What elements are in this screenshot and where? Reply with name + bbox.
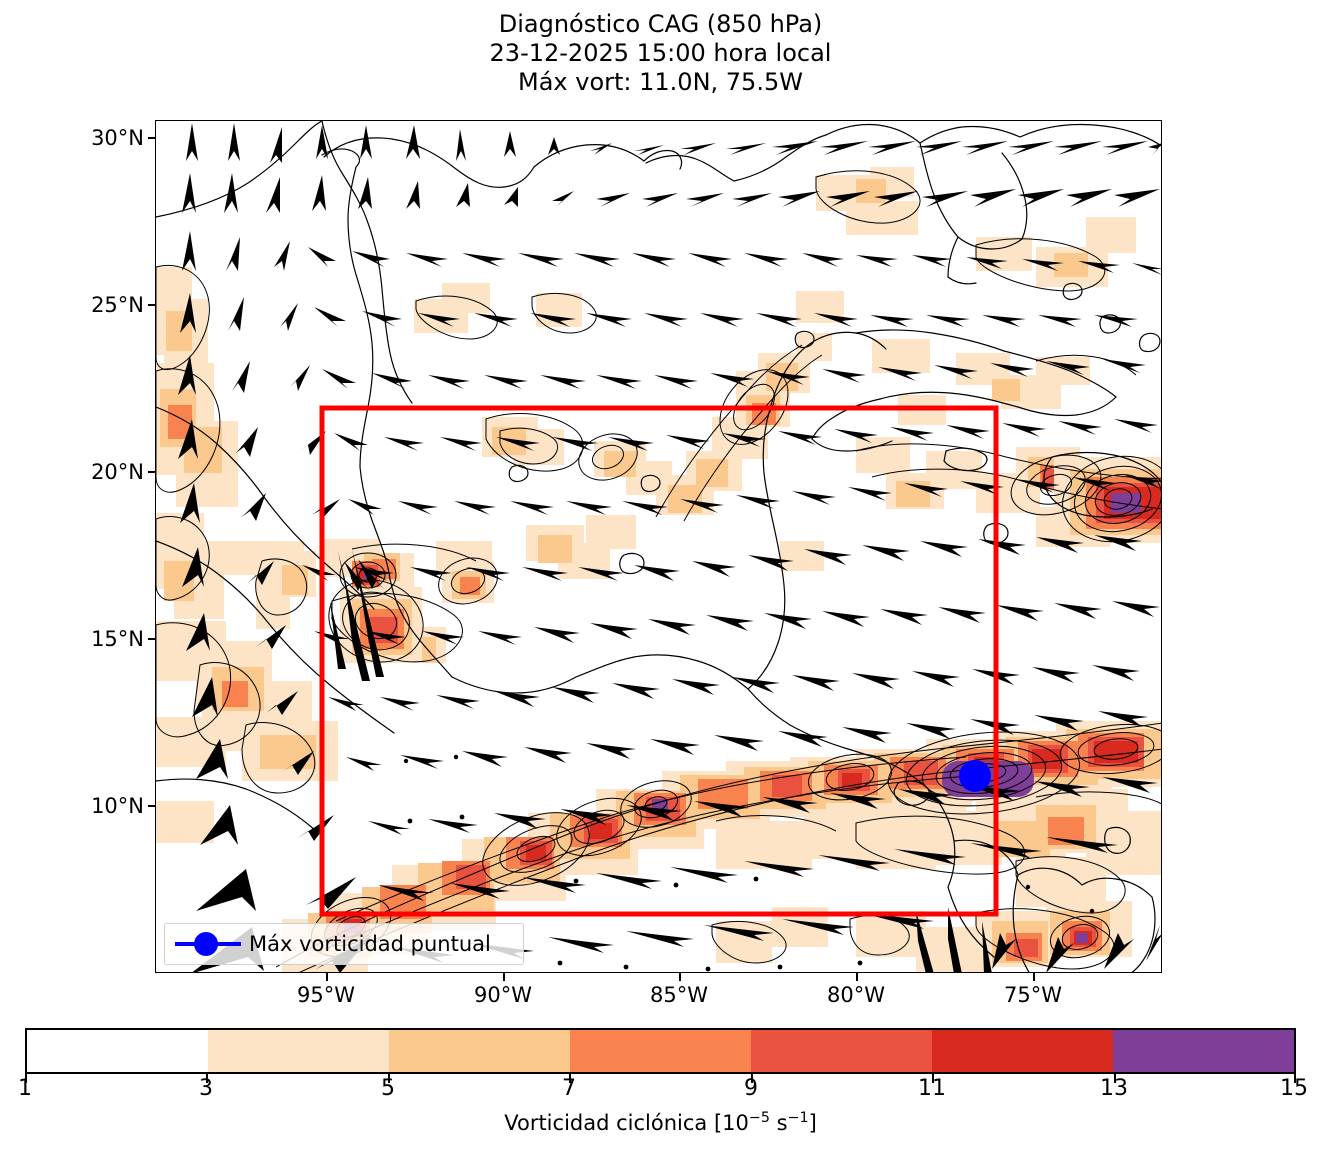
colorbar-label-1: 1 [18,1076,32,1101]
colorbar-label-13: 13 [1100,1076,1128,1101]
xtick-label-95W: 95°W [297,983,355,1007]
ytick-label-20N: 20°N [91,460,144,484]
xtick-label-90W: 90°W [474,983,532,1007]
colorbar-label-9: 9 [744,1076,758,1101]
colorbar-tick [388,1074,390,1083]
colorbar-segment-1 [27,1030,208,1072]
xtick-mark [856,973,858,981]
colorbar-tick [25,1074,27,1083]
colorbar-title-tail: s [769,1111,788,1135]
colorbar-tick [1294,1074,1296,1083]
colorbar[interactable] [25,1028,1296,1083]
xtick-mark [1033,973,1035,981]
colorbar-title-bracket: ] [808,1111,817,1135]
vorticity-contours [156,170,1161,972]
ytick-label-10N: 10°N [91,794,144,818]
colorbar-tick [751,1074,753,1083]
ytick-mark [148,471,156,473]
ytick-mark [148,638,156,640]
colorbar-tick [569,1074,571,1083]
colorbar-label-11: 11 [918,1076,946,1101]
map-plot-area[interactable] [155,120,1162,973]
colorbar-segment-7 [1113,1030,1294,1072]
legend-label: Máx vorticidad puntual [249,932,491,956]
chart-title: Diagnóstico CAG (850 hPa) 23-12-2025 15:… [0,10,1321,97]
ytick-mark [148,805,156,807]
ytick-mark [148,137,156,139]
max-vorticity-marker[interactable] [959,760,991,792]
ytick-label-25N: 25°N [91,293,144,317]
vorticity-shading [156,167,1161,972]
colorbar-label-15: 15 [1280,1076,1308,1101]
colorbar-label-7: 7 [562,1076,576,1101]
colorbar-segment-3 [389,1030,570,1072]
colorbar-segment-2 [208,1030,389,1072]
xtick-mark [679,973,681,981]
ytick-mark [148,304,156,306]
colorbar-segment-6 [932,1030,1113,1072]
colorbar-title-exponent-1: −5 [748,1110,770,1126]
colorbar-segment-5 [751,1030,932,1072]
xtick-label-75W: 75°W [1004,983,1062,1007]
max-vorticity-legend-icon [175,932,241,956]
xtick-mark [503,973,505,981]
colorbar-segment-4 [570,1030,751,1072]
colorbar-title-main: Vorticidad ciclónica [10 [504,1111,749,1135]
colorbar-title-exponent-2: −1 [787,1110,809,1126]
colorbar-title: Vorticidad ciclónica [10−5 s−1] [0,1110,1321,1135]
xtick-mark [326,973,328,981]
colorbar-tick [932,1074,934,1083]
title-line-2: 23-12-2025 15:00 hora local [489,39,832,67]
map-legend[interactable]: Máx vorticidad puntual [164,923,524,965]
domain-box [319,405,999,917]
ytick-label-30N: 30°N [91,126,144,150]
map-canvas [156,121,1161,972]
title-line-3: Máx vort: 11.0N, 75.5W [518,68,803,96]
colorbar-label-3: 3 [199,1076,213,1101]
coastlines [156,121,1161,972]
title-line-1: Diagnóstico CAG (850 hPa) [498,10,823,38]
colorbar-tick [1114,1074,1116,1083]
xtick-label-85W: 85°W [650,983,708,1007]
colorbar-gradient [25,1028,1296,1074]
colorbar-label-5: 5 [381,1076,395,1101]
colorbar-tick [206,1074,208,1083]
xtick-label-80W: 80°W [827,983,885,1007]
ytick-label-15N: 15°N [91,627,144,651]
